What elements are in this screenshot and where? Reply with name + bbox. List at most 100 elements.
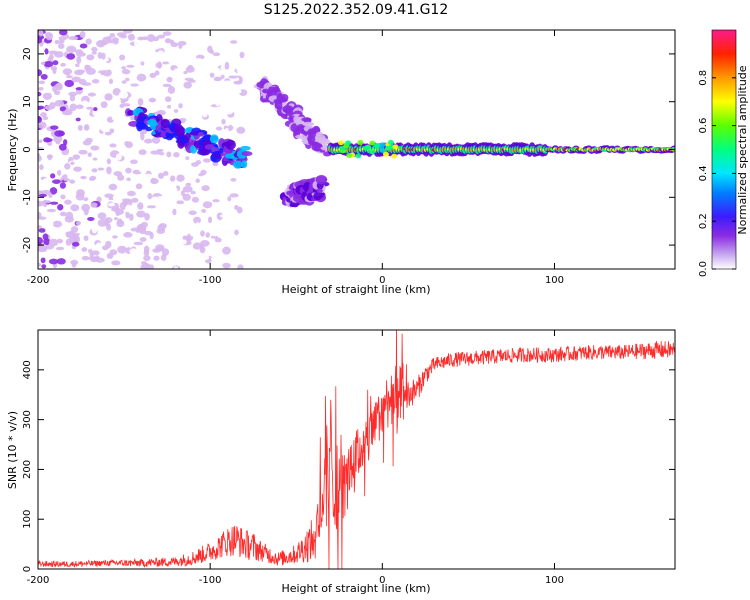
- spectrogram-noise-blob: [71, 76, 81, 83]
- spectrogram-noise-blob: [232, 55, 239, 60]
- spectrogram-noise-blob: [213, 204, 221, 209]
- spectrogram-noise-blob: [241, 84, 247, 89]
- spectrogram-noise-blob: [84, 191, 89, 199]
- spectrogram-noise-blob: [140, 132, 145, 141]
- spectrogram-noise-blob: [235, 245, 243, 252]
- spectrogram-noise-blob: [111, 112, 117, 121]
- spectrogram-noise-blob: [63, 178, 70, 182]
- spectrogram-noise-blob: [185, 33, 192, 38]
- spectrogram-noise-blob: [201, 185, 210, 192]
- spectrogram-noise-blob: [112, 88, 121, 96]
- spectrogram-noise-blob: [38, 69, 42, 77]
- spectrogram-noise-blob: [210, 88, 220, 95]
- spectrogram-noise-blob: [38, 139, 43, 143]
- spectrogram-noise-blob: [200, 230, 205, 237]
- spectrogram-noise-blob: [59, 106, 67, 112]
- spectrogram-noise-blob: [157, 172, 165, 179]
- spectrogram-noise-blob: [47, 140, 53, 146]
- colorbar-tick-label: 0.6: [698, 118, 709, 134]
- spectrogram-noise-blob: [125, 210, 130, 219]
- spectrogram-noise-blob: [54, 39, 60, 45]
- spectrogram-noise-blob: [75, 63, 80, 68]
- spectrogram-noise-blob: [79, 43, 88, 49]
- spectrogram-noise-blob: [54, 99, 64, 107]
- spectrogram-noise-blob: [143, 266, 149, 269]
- carrier-onset-blob: [357, 140, 364, 146]
- spectrogram-noise-blob: [91, 51, 97, 55]
- spectrogram-noise-blob: [144, 144, 155, 152]
- spectrogram-noise-blob: [197, 37, 203, 43]
- spectrogram-noise-blob: [38, 262, 42, 268]
- spectrogram-noise-blob: [72, 241, 80, 247]
- spectrogram-noise-blob: [50, 65, 58, 71]
- spectrogram-noise-blob: [91, 46, 98, 52]
- spectrogram-noise-blob: [58, 36, 67, 42]
- spectrogram-plot-area: [38, 30, 675, 269]
- spectrogram-noise-blob: [121, 103, 131, 107]
- spectrogram-noise-blob: [38, 216, 47, 220]
- spectrogram-noise-blob: [224, 128, 230, 135]
- spectrogram-noise-blob: [191, 196, 200, 203]
- spectrogram-noise-blob: [50, 125, 59, 130]
- spectrogram-noise-blob: [129, 213, 134, 221]
- spectrogram-noise-blob: [177, 150, 185, 154]
- spectrogram-noise-blob: [70, 259, 79, 266]
- spectrogram-x-axis-label: Height of straight line (km): [281, 283, 430, 296]
- spectrogram-noise-blob: [104, 217, 113, 224]
- carrier-onset-blob: [369, 140, 376, 146]
- spectrogram-noise-blob: [50, 201, 59, 205]
- spectrogram-branch-blob: [302, 121, 315, 127]
- spectrogram-noise-blob: [96, 60, 105, 68]
- spectrogram-noise-blob: [181, 212, 187, 218]
- carrier-onset-blob: [385, 145, 392, 151]
- spectrogram-noise-blob: [66, 75, 73, 79]
- spectrogram-noise-blob: [137, 98, 144, 106]
- spectrogram-noise-blob: [70, 161, 75, 165]
- spectrogram-noise-blob: [86, 54, 95, 61]
- spectrogram-noise-blob: [105, 240, 112, 249]
- spectrogram-branch-blob: [160, 118, 170, 129]
- spectrogram-noise-blob: [38, 116, 43, 124]
- spectrogram-noise-blob: [60, 62, 66, 67]
- spectrogram-noise-blob: [162, 61, 170, 65]
- spectrogram-noise-blob: [38, 193, 47, 198]
- spectrogram-noise-blob: [148, 97, 157, 103]
- spectrogram-noise-blob: [143, 173, 153, 180]
- spectrogram-noise-blob: [237, 264, 244, 269]
- spectrogram-noise-blob: [91, 168, 98, 173]
- spectrogram-noise-blob: [42, 92, 52, 100]
- spectrogram-noise-blob: [208, 264, 217, 268]
- spectrogram-noise-blob: [42, 200, 52, 204]
- spectrogram-noise-blob: [144, 230, 153, 236]
- spectrogram-noise-blob: [212, 199, 220, 203]
- spectrogram-noise-blob: [93, 107, 98, 112]
- spectrogram-noise-blob: [69, 179, 76, 184]
- spectrogram-noise-blob: [121, 66, 127, 70]
- spectrogram-noise-blob: [232, 105, 241, 111]
- spectrogram-x-tick-label: 0: [379, 275, 385, 286]
- spectrogram-noise-blob: [76, 56, 82, 65]
- spectrogram-noise-blob: [61, 110, 72, 116]
- spectrogram-noise-blob: [194, 181, 202, 187]
- spectrogram-noise-blob: [72, 154, 81, 160]
- carrier-onset-blob: [346, 153, 353, 159]
- spectrogram-noise-blob: [129, 159, 138, 164]
- spectrogram-branch-blob: [241, 160, 248, 169]
- spectrogram-noise-blob: [130, 83, 139, 87]
- spectrogram-noise-blob: [106, 43, 115, 47]
- spectrogram-noise-blob: [167, 260, 175, 265]
- spectrogram-noise-blob: [151, 106, 160, 112]
- spectrogram-noise-blob: [158, 223, 167, 229]
- spectrogram-branch-blob: [262, 88, 271, 94]
- spectrogram-noise-blob: [188, 79, 196, 83]
- spectrogram-noise-blob: [107, 175, 114, 180]
- spectrogram-noise-blob: [52, 220, 63, 228]
- spectrogram-noise-blob: [69, 103, 77, 111]
- colorbar-ticks: 0.0 0.2 0.4 0.6 0.8: [698, 70, 736, 277]
- spectrogram-noise-blob: [73, 166, 82, 172]
- spectrogram-noise-blob: [151, 136, 161, 144]
- spectrogram-noise-blob: [40, 257, 46, 264]
- spectrogram-branch-blob: [209, 134, 219, 144]
- colorbar-tick-label: 0.0: [698, 261, 709, 277]
